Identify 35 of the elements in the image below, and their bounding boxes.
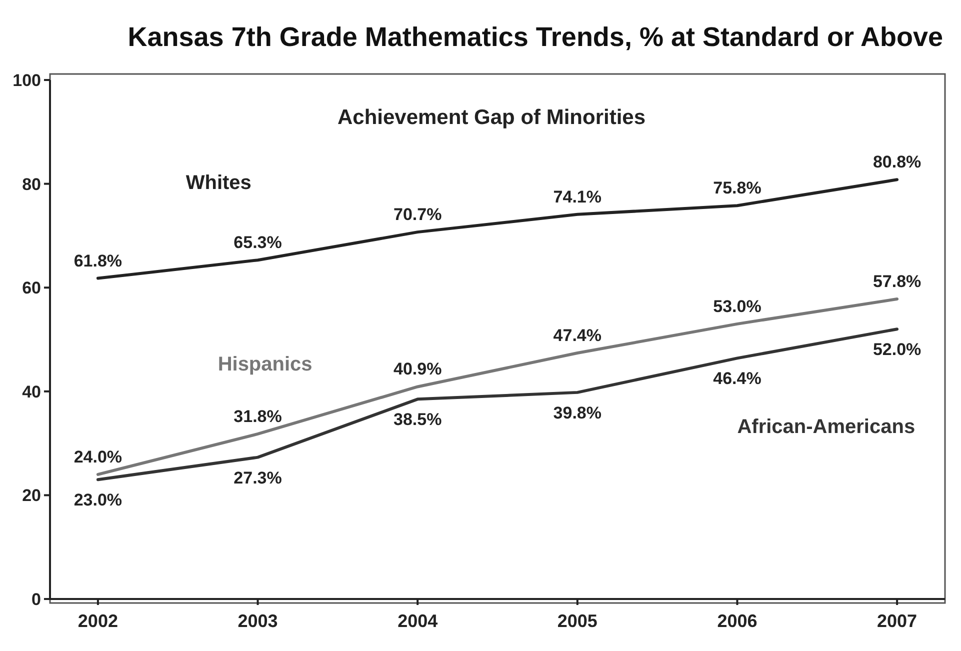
text: Hispanics bbox=[218, 354, 312, 376]
y-tick-label: 80 bbox=[22, 174, 41, 194]
data-label: 57.8% bbox=[872, 272, 922, 292]
x-tick-label: 2007 bbox=[877, 611, 918, 631]
data-label: 31.8% bbox=[234, 406, 282, 426]
chart-title: Kansas 7th Grade Mathematics Trends, % at Standard or Above bbox=[128, 22, 943, 52]
y-tick-label: 60 bbox=[22, 278, 41, 298]
data-label: 40.9% bbox=[393, 360, 442, 379]
data-label: 53.0% bbox=[713, 296, 762, 316]
y-tick-label: 100 bbox=[12, 71, 41, 90]
data-label: 46.4% bbox=[713, 369, 762, 388]
data-label: 75.8% bbox=[713, 178, 762, 198]
text: African-Americans bbox=[737, 416, 916, 438]
x-tick-label: 2002 bbox=[78, 611, 118, 631]
data-label: 80.8% bbox=[872, 152, 922, 172]
x-tick-label: 2005 bbox=[557, 611, 598, 631]
data-label: 70.7% bbox=[393, 205, 442, 224]
data-label: 61.8% bbox=[74, 251, 122, 270]
data-label: 27.3% bbox=[234, 468, 282, 488]
data-label: 74.1% bbox=[553, 187, 602, 206]
data-label: 24.0% bbox=[74, 447, 122, 466]
data-label: 52.0% bbox=[872, 340, 922, 360]
y-tick-label: 40 bbox=[22, 382, 41, 402]
data-label: 23.0% bbox=[74, 490, 122, 510]
y-tick-label: 0 bbox=[32, 590, 41, 609]
data-label: 39.8% bbox=[553, 403, 602, 422]
x-tick-label: 2006 bbox=[717, 611, 758, 631]
data-label: 65.3% bbox=[234, 233, 282, 252]
text: Whites bbox=[186, 172, 252, 194]
x-tick-label: 2004 bbox=[398, 611, 438, 631]
text: Achievement Gap of Minorities bbox=[337, 106, 646, 130]
data-label: 38.5% bbox=[393, 410, 442, 430]
data-label: 47.4% bbox=[553, 326, 602, 345]
y-tick-label: 20 bbox=[22, 486, 41, 506]
x-tick-label: 2003 bbox=[238, 611, 278, 631]
